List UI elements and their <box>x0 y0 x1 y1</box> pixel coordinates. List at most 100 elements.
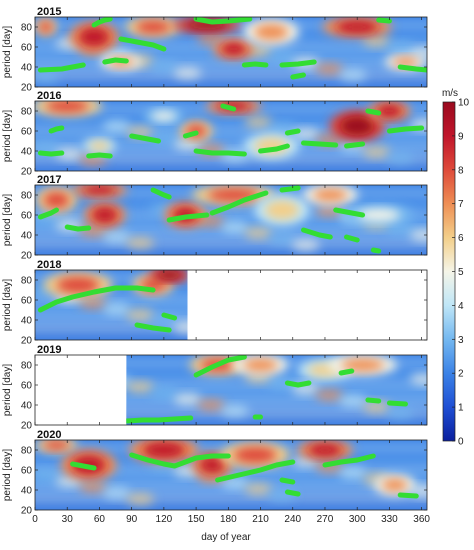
ridge-line <box>126 415 194 424</box>
cell <box>338 395 367 407</box>
colorbar-tick-label: 1 <box>458 403 464 414</box>
y-tick-label: 40 <box>21 63 33 74</box>
y-tick-label: 60 <box>21 211 33 222</box>
cell <box>78 481 107 493</box>
cell <box>220 405 249 417</box>
colorbar-tick-label: 9 <box>458 131 464 142</box>
y-tick-label: 60 <box>21 381 33 392</box>
y-tick-label: 40 <box>21 486 33 497</box>
cell <box>315 389 344 401</box>
band <box>35 333 188 336</box>
ridge-line <box>37 285 156 313</box>
cell <box>386 152 415 164</box>
y-tick-label: 40 <box>21 316 33 327</box>
ridge-line <box>284 489 301 497</box>
y-tick-label: 60 <box>21 43 33 54</box>
cell <box>102 231 131 243</box>
panel-year-label: 2019 <box>37 344 61 356</box>
cell <box>197 399 226 411</box>
power-blob <box>43 440 70 450</box>
y-tick-label: 20 <box>21 167 33 178</box>
y-tick-label: 20 <box>21 336 33 347</box>
ridge-line <box>102 57 129 65</box>
ridge-line <box>182 130 199 139</box>
cell <box>197 33 226 45</box>
colorbar-unit-label: m/s <box>442 88 458 99</box>
x-tick-label: 150 <box>188 514 205 525</box>
x-tick-label: 180 <box>220 514 237 525</box>
band <box>35 499 427 502</box>
panel-year-label: 2015 <box>37 6 61 18</box>
power-blob <box>357 208 401 222</box>
cell <box>220 221 249 233</box>
ridge-line <box>193 17 253 25</box>
band <box>35 506 427 509</box>
x-tick-label: 120 <box>156 514 173 525</box>
y-tick-label: 80 <box>21 276 33 287</box>
band <box>35 213 427 216</box>
ridge-line <box>344 234 360 243</box>
ridge-line <box>91 17 113 28</box>
ridge-line <box>37 207 59 220</box>
cell <box>149 387 178 399</box>
ridge-line <box>166 212 210 223</box>
ridge-line <box>118 36 167 52</box>
ridge-line <box>161 312 178 321</box>
y-tick-label: 40 <box>21 231 33 242</box>
cell <box>102 303 131 315</box>
power-blob <box>220 42 247 56</box>
ridge-line <box>150 187 172 200</box>
panels-group: 2015 20 40 60 80 period [day] 2016 20 40 60 80 peri… <box>2 6 428 517</box>
power-field <box>126 355 428 425</box>
colorbar-tick-label: 7 <box>458 199 464 210</box>
band <box>35 137 427 140</box>
y-tick-label: 20 <box>21 506 33 517</box>
cell <box>126 237 155 249</box>
band <box>35 240 427 243</box>
ridge-line <box>241 61 269 68</box>
ridge-line <box>386 125 425 134</box>
ridge-line <box>397 64 427 73</box>
power-blob <box>340 116 375 136</box>
power-blob <box>43 192 70 208</box>
power-blob <box>45 101 89 113</box>
power-blob <box>150 111 177 121</box>
ridge-line <box>284 128 301 136</box>
band <box>35 67 427 70</box>
band <box>126 405 428 408</box>
ridge-line <box>70 461 97 471</box>
ridge-line <box>338 368 355 376</box>
x-tick-label: 210 <box>252 514 269 525</box>
band <box>35 276 188 279</box>
x-axis-label: day of year <box>201 532 251 543</box>
ridge-line <box>220 103 237 112</box>
power-field <box>35 101 427 171</box>
band <box>35 320 188 323</box>
power-blob <box>156 270 183 280</box>
band <box>35 72 427 75</box>
power-field <box>35 185 427 255</box>
power-blob <box>135 20 171 34</box>
band <box>35 76 427 79</box>
ridge-line <box>301 227 333 240</box>
colorbar-tick-label: 5 <box>458 267 464 278</box>
y-axis-label: period [day] <box>2 110 13 162</box>
power-blob <box>313 188 348 202</box>
ridge-line <box>37 150 65 157</box>
ridge-line <box>129 133 161 144</box>
colorbar-tick-label: 2 <box>458 369 464 380</box>
y-tick-label: 80 <box>21 361 33 372</box>
ridge-line <box>290 72 306 80</box>
cell <box>173 393 202 405</box>
band <box>35 129 427 132</box>
ridge-line <box>284 380 312 388</box>
cell <box>338 69 367 81</box>
ridge-line <box>344 141 366 149</box>
y-axis-label: period [day] <box>2 26 13 78</box>
panel-border <box>34 100 428 172</box>
power-field <box>35 17 427 87</box>
x-tick-label: 60 <box>94 514 106 525</box>
power-blob <box>78 27 110 47</box>
panel-2017: 2017 20 40 60 80 period [day] <box>2 174 428 262</box>
cell <box>102 120 131 132</box>
